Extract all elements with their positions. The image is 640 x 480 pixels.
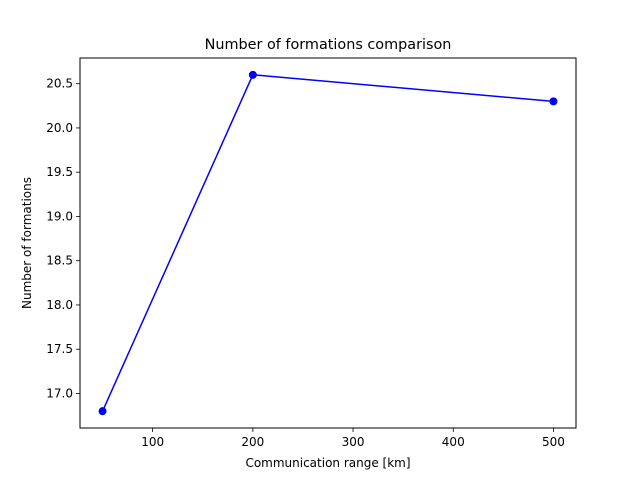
y-tick-label: 17.0 — [46, 386, 73, 400]
plot-frame — [79, 57, 577, 429]
x-axis-ticks: 100 200 300 400 500 — [141, 428, 565, 449]
y-tick-label: 20.0 — [46, 121, 73, 135]
chart-title: Number of formations comparison — [205, 37, 452, 53]
data-point — [248, 70, 257, 79]
y-tick-label: 18.5 — [46, 254, 73, 268]
data-point — [98, 407, 107, 416]
x-tick-label: 500 — [542, 435, 565, 449]
y-tick-label: 18.0 — [46, 298, 73, 312]
y-axis-ticks: 17.0 17.5 18.0 18.5 19.0 19.5 20.0 20.5 — [46, 77, 80, 400]
x-tick-label: 400 — [442, 435, 465, 449]
series-line — [101, 74, 554, 412]
y-tick-label: 20.5 — [46, 77, 73, 91]
y-axis-label: Number of formations — [20, 177, 34, 309]
y-tick-label: 19.5 — [46, 165, 73, 179]
y-tick-label: 17.5 — [46, 342, 73, 356]
x-tick-label: 200 — [241, 435, 264, 449]
x-tick-label: 300 — [342, 435, 365, 449]
y-tick-label: 19.0 — [46, 209, 73, 223]
x-tick-label: 100 — [141, 435, 164, 449]
plot-content — [98, 70, 558, 416]
x-axis-label: Communication range [km] — [245, 456, 410, 470]
data-point — [549, 97, 558, 106]
